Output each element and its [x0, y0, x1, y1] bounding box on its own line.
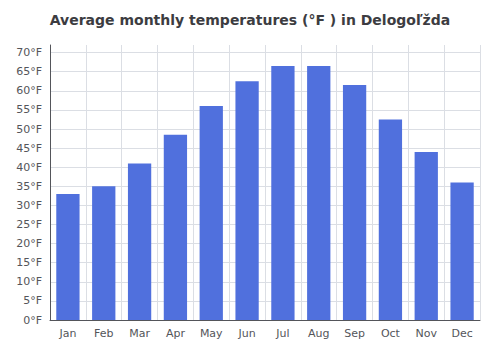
svg-text:5°F: 5°F	[23, 294, 42, 307]
svg-text:35°F: 35°F	[16, 180, 42, 193]
svg-text:Apr: Apr	[166, 327, 186, 340]
svg-text:50°F: 50°F	[16, 123, 42, 136]
svg-text:Oct: Oct	[381, 327, 401, 340]
svg-text:65°F: 65°F	[16, 65, 42, 78]
svg-text:25°F: 25°F	[16, 218, 42, 231]
svg-text:Jun: Jun	[237, 327, 255, 340]
svg-text:Feb: Feb	[94, 327, 113, 340]
svg-text:Jan: Jan	[58, 327, 76, 340]
svg-text:Aug: Aug	[308, 327, 329, 340]
svg-text:40°F: 40°F	[16, 161, 42, 174]
svg-text:May: May	[200, 327, 223, 340]
svg-text:Nov: Nov	[416, 327, 438, 340]
svg-text:Dec: Dec	[451, 327, 472, 340]
svg-text:60°F: 60°F	[16, 84, 42, 97]
svg-text:10°F: 10°F	[16, 275, 42, 288]
svg-text:0°F: 0°F	[23, 314, 42, 327]
svg-text:15°F: 15°F	[16, 256, 42, 269]
svg-text:70°F: 70°F	[16, 46, 42, 59]
svg-text:Jul: Jul	[275, 327, 289, 340]
svg-text:Mar: Mar	[129, 327, 150, 340]
svg-text:55°F: 55°F	[16, 103, 42, 116]
svg-text:20°F: 20°F	[16, 237, 42, 250]
svg-text:30°F: 30°F	[16, 199, 42, 212]
svg-text:Sep: Sep	[344, 327, 365, 340]
svg-text:Average monthly temperatures (: Average monthly temperatures (°F ) in De…	[50, 12, 451, 28]
svg-text:45°F: 45°F	[16, 142, 42, 155]
